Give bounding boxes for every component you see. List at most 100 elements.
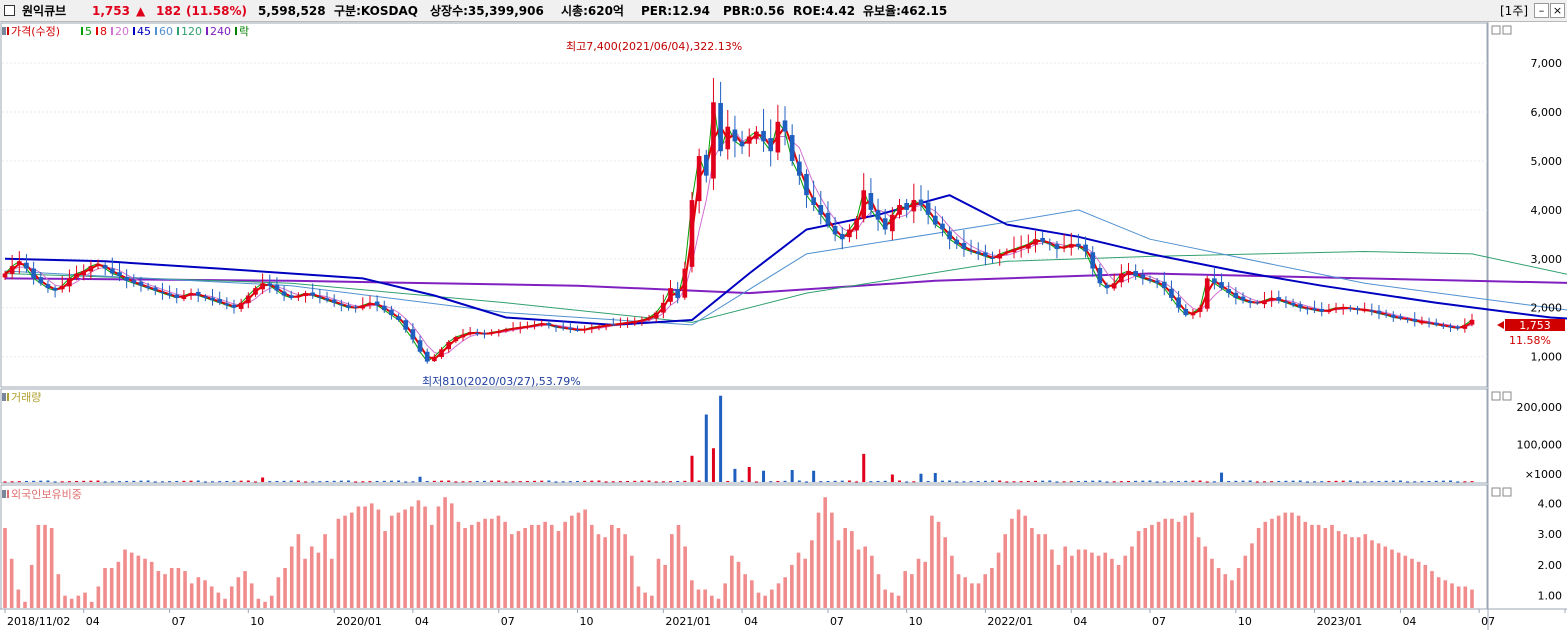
volume-bar: [1055, 481, 1059, 483]
volume-bar: [1134, 480, 1138, 482]
foreign-panel-close-icon[interactable]: [1502, 487, 1512, 497]
foreign-bar: [810, 540, 814, 608]
candle-body: [1025, 244, 1031, 249]
volume-bar: [762, 470, 766, 482]
volume-bar: [117, 481, 121, 483]
candle-body: [267, 283, 273, 286]
candle-body: [675, 289, 681, 298]
volume-bar: [747, 467, 751, 482]
candle-body: [789, 135, 795, 161]
volume-bar: [983, 480, 987, 482]
foreign-bar: [143, 558, 147, 608]
ma5-line: [4, 102, 1473, 363]
foreign-bar: [1423, 564, 1428, 608]
candle-body: [1419, 322, 1425, 324]
candle-body: [245, 295, 251, 304]
volume-panel-restore-icon[interactable]: [1491, 391, 1501, 401]
candle-body: [854, 219, 859, 231]
foreign-bar: [763, 595, 767, 608]
candle-body: [38, 277, 44, 284]
volume-bar: [1456, 481, 1460, 483]
volume-bar: [1041, 480, 1045, 482]
candle-body: [1047, 243, 1053, 245]
candle-body: [832, 225, 838, 235]
candle-body: [804, 173, 809, 196]
foreign-bar: [636, 586, 641, 608]
volume-bar: [211, 481, 215, 483]
volume-bar: [39, 480, 43, 482]
candle-body: [653, 312, 659, 319]
candle-body: [396, 316, 401, 320]
foreign-panel-restore-icon[interactable]: [1491, 487, 1501, 497]
candle-body: [360, 305, 366, 309]
period-button[interactable]: [1주]: [1500, 4, 1529, 18]
volume-bar: [1033, 480, 1037, 482]
volume-bar: [518, 481, 522, 483]
foreign-bar: [1163, 518, 1168, 608]
window-close-icon[interactable]: ×: [1550, 3, 1565, 18]
x-tick-label: 07: [172, 615, 186, 628]
candle-body: [1326, 309, 1332, 313]
volume-bar: [647, 480, 651, 482]
candle-body: [682, 268, 688, 298]
foreign-bar: [623, 534, 627, 608]
candle-body: [1240, 296, 1246, 301]
select-checkbox[interactable]: [4, 5, 15, 16]
price-panel-restore-icon[interactable]: [1491, 25, 1501, 35]
candle-body: [181, 295, 187, 300]
price-panel-close-icon[interactable]: [1502, 25, 1512, 35]
volume-bar: [1184, 480, 1188, 482]
volume-bar: [883, 480, 887, 482]
candle-body: [2, 273, 8, 278]
volume-bar: [1406, 481, 1410, 483]
volume-bar: [160, 481, 164, 483]
volume-bar: [525, 480, 529, 482]
volume-tick-label: 200,000: [1517, 401, 1563, 414]
candle-body: [532, 324, 537, 326]
candle-body: [324, 298, 330, 301]
candle-body: [918, 199, 924, 205]
foreign-bar: [730, 555, 734, 608]
window-minimize-icon[interactable]: –: [1534, 3, 1549, 18]
foreign-bar: [1350, 537, 1354, 608]
volume-bar: [175, 480, 179, 482]
foreign-bar: [1130, 546, 1134, 608]
candle-body: [947, 231, 952, 240]
volume-bar: [840, 480, 844, 482]
volume-bar: [876, 480, 880, 482]
candle-body: [310, 292, 316, 296]
foreign-bar: [690, 580, 694, 608]
candle-body: [131, 280, 137, 284]
candle-body: [1140, 274, 1146, 279]
candle-body: [317, 296, 323, 298]
foreign-bar: [990, 568, 994, 608]
volume-bar: [783, 480, 787, 482]
ma60-line: [4, 209, 1567, 326]
foreign-bar: [1283, 512, 1288, 608]
volume-bar: [1048, 480, 1052, 482]
candle-body: [746, 136, 752, 144]
chart-area[interactable]: 1,000 2,000 3,000 4,000 5,000 6,000 7,000 가격(수…: [0, 22, 1567, 630]
foreign-bar: [263, 601, 267, 608]
price-tick-label: 3,000: [1531, 253, 1563, 266]
foreign-bar: [1270, 518, 1274, 608]
x-tick-label: 04: [415, 615, 429, 628]
candle-body: [904, 202, 909, 210]
foreign-bar: [283, 568, 287, 608]
candle-body: [517, 327, 523, 329]
foreign-bar: [403, 509, 407, 608]
volume-bar: [1334, 480, 1338, 482]
candle-body: [253, 288, 258, 295]
candle-body: [661, 302, 666, 313]
candle-body: [1340, 307, 1346, 309]
foreign-bar: [683, 546, 687, 608]
foreign-bar: [1150, 524, 1154, 608]
volume-panel-close-icon[interactable]: [1502, 391, 1512, 401]
legend-swatch: [81, 27, 83, 35]
volume-bar: [296, 480, 300, 482]
foreign-tick-label: 2.00: [1538, 559, 1563, 572]
volume-bar: [475, 480, 479, 482]
volume-bar: [769, 481, 773, 483]
foreign-bar: [1456, 586, 1461, 608]
volume-bar: [425, 480, 429, 482]
